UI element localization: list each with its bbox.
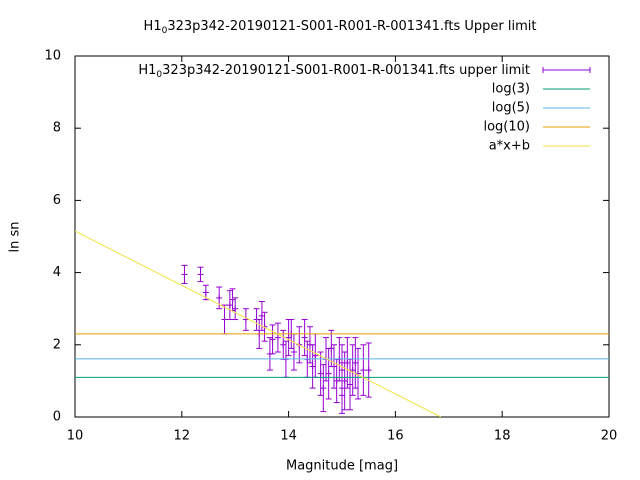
- point: [328, 345, 335, 352]
- legend-label: log(3): [492, 82, 530, 97]
- chart-title: H10323p342-20190121-S001-R001-R-001341.f…: [144, 19, 537, 36]
- plot-area: [75, 230, 609, 417]
- point: [226, 302, 233, 309]
- point: [197, 271, 204, 278]
- point: [347, 381, 354, 388]
- point: [290, 349, 297, 356]
- x-tick-label: 20: [601, 429, 618, 444]
- y-tick-label: 2: [53, 337, 61, 352]
- point: [181, 271, 188, 278]
- x-tick-label: 10: [67, 429, 84, 444]
- y-axis-label: ln sn: [8, 222, 23, 253]
- point: [216, 294, 223, 301]
- point: [360, 367, 367, 374]
- point: [202, 289, 209, 296]
- point: [221, 316, 228, 323]
- point: [339, 367, 345, 374]
- legend-label-part: H1: [138, 63, 156, 78]
- point: [309, 363, 316, 370]
- y-tick-label: 4: [53, 265, 61, 280]
- title-part: 323p342-20190121-S001-R001-R-001341.fts …: [167, 19, 536, 34]
- point: [317, 370, 324, 377]
- title-subscript: 0: [162, 26, 168, 36]
- point: [352, 359, 359, 366]
- legend-label: log(10): [483, 120, 530, 135]
- point: [344, 359, 351, 366]
- point: [320, 385, 327, 392]
- point: [341, 377, 348, 384]
- x-axis-label: Magnitude [mag]: [286, 459, 398, 474]
- point: [232, 305, 239, 312]
- y-tick-label: 10: [44, 49, 61, 64]
- point: [325, 370, 332, 377]
- y-tick-label: 0: [53, 410, 61, 425]
- point: [280, 341, 287, 348]
- title-part: H1: [144, 19, 162, 34]
- legend-label: a*x+b: [489, 139, 530, 154]
- point: [301, 334, 308, 341]
- legend: H10323p342-20190121-S001-R001-R-001341.f…: [138, 63, 591, 154]
- plot-border: [74, 55, 610, 418]
- x-tick-label: 12: [174, 429, 191, 444]
- point: [258, 312, 265, 319]
- point: [330, 363, 337, 370]
- x-tick-label: 14: [280, 429, 297, 444]
- legend-label-part: 323p342-20190121-S001-R001-R-001341.fts …: [162, 63, 530, 78]
- legend-label-subscript: 0: [156, 70, 162, 80]
- legend-label: H10323p342-20190121-S001-R001-R-001341.f…: [138, 63, 530, 80]
- legend-label: log(5): [492, 101, 530, 116]
- point: [274, 334, 281, 341]
- line: [75, 230, 442, 417]
- y-tick-label: 8: [53, 121, 61, 136]
- x-tick-label: 18: [494, 429, 511, 444]
- y-tick-label: 6: [53, 193, 61, 208]
- x-tick-label: 16: [387, 429, 404, 444]
- point: [365, 367, 372, 374]
- point: [269, 336, 276, 343]
